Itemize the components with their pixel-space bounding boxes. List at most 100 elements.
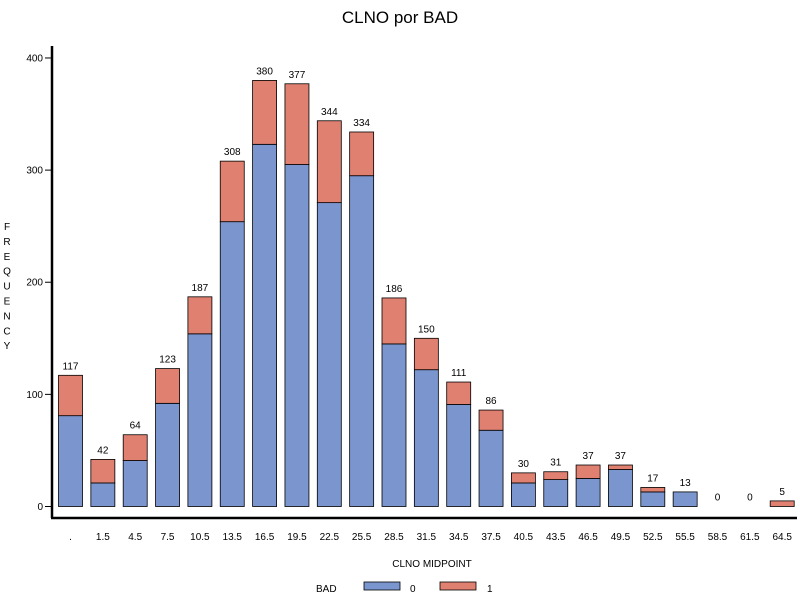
bar-total-label: 123 [159, 355, 176, 366]
bar-segment-bad-1 [413, 337, 439, 371]
bar-segment-bad-0 [478, 429, 504, 507]
y-tick-label: 300 [26, 166, 43, 177]
x-tick-label: 46.5 [578, 532, 598, 543]
bar-total-label: 17 [647, 473, 659, 484]
x-tick-label: 61.5 [740, 532, 760, 543]
bar-total-label: 5 [779, 487, 785, 498]
x-tick-label: 19.5 [287, 532, 307, 543]
x-tick-label: 64.5 [772, 532, 792, 543]
bar-total-label: 380 [256, 66, 273, 77]
bars: 117 42 64 123 187 308 380 377 344 334 186 150 111 86 3… [58, 66, 795, 507]
x-tick-label: 25.5 [352, 532, 372, 543]
bar-segment-bad-0 [672, 491, 698, 507]
bar-segment-bad-0 [575, 478, 601, 507]
bar-segment-bad-1 [284, 83, 310, 165]
y-axis-label-letter: E [4, 297, 11, 308]
x-tick-label: 40.5 [514, 532, 534, 543]
bar-segment-bad-0 [510, 482, 536, 507]
y-axis-label-letter: E [4, 252, 11, 263]
bar-total-label: 377 [289, 70, 306, 81]
y-axis-label-letter: U [3, 282, 10, 293]
x-tick-label: 13.5 [223, 532, 243, 543]
bar-segment-bad-0 [349, 175, 375, 507]
x-tick-label: 4.5 [128, 532, 142, 543]
bar-segment-bad-0 [316, 202, 342, 507]
bar-segment-bad-1 [608, 464, 633, 470]
bar-total-label: 0 [715, 493, 721, 504]
bar-total-label: 111 [451, 368, 467, 379]
x-tick-label: 1.5 [96, 532, 110, 543]
bar-segment-bad-0 [446, 404, 472, 507]
x-tick-label: 10.5 [190, 532, 210, 543]
legend-swatch [363, 581, 401, 591]
legend-entry-label: 0 [410, 584, 416, 595]
bar-total-label: 42 [97, 445, 109, 456]
y-axis-label-letter: Y [4, 341, 11, 352]
y-tick-label: 100 [26, 390, 43, 401]
bar-segment-bad-0 [284, 164, 310, 507]
x-tick-label: 34.5 [449, 532, 469, 543]
y-tick-label: 0 [37, 502, 43, 513]
legend-title: BAD [316, 584, 337, 595]
bar-total-label: 30 [518, 459, 530, 470]
bar-segment-bad-1 [58, 374, 83, 417]
bar-total-label: 31 [550, 458, 562, 469]
bar-segment-bad-0 [122, 460, 148, 507]
x-tick-label: 43.5 [546, 532, 566, 543]
bar-segment-bad-0 [543, 479, 569, 507]
x-tick-label: 28.5 [384, 532, 404, 543]
bar-total-label: 186 [386, 284, 403, 295]
bar-segment-bad-0 [608, 469, 633, 507]
bar-segment-bad-0 [381, 343, 407, 507]
legend-entry-label: 1 [487, 584, 493, 595]
x-axis-label: CLNO MIDPOINT [392, 559, 471, 570]
bar-segment-bad-0 [413, 369, 439, 507]
bar-total-label: 86 [485, 396, 497, 407]
y-tick-label: 200 [26, 278, 43, 289]
bar-total-label: 37 [615, 451, 627, 462]
bar-segment-bad-1 [446, 381, 472, 405]
chart-title: CLNO por BAD [342, 8, 458, 27]
x-tick-label: 49.5 [611, 532, 631, 543]
bar-segment-bad-1 [155, 368, 180, 404]
bar-total-label: 117 [63, 361, 79, 372]
x-tick-label: 55.5 [675, 532, 695, 543]
bar-segment-bad-1 [575, 464, 601, 479]
bar-total-label: 13 [680, 478, 692, 489]
bar-segment-bad-0 [640, 491, 666, 507]
bar-total-label: 308 [224, 147, 241, 158]
y-tick-label: 400 [26, 53, 43, 64]
bar-segment-bad-0 [187, 333, 213, 507]
bar-segment-bad-0 [219, 221, 245, 507]
y-axis-label-letter: F [4, 222, 10, 233]
bar-segment-bad-1 [219, 160, 245, 223]
legend: BAD 0 1 [316, 581, 493, 595]
bar-segment-bad-1 [381, 297, 407, 345]
x-tick-label: 58.5 [708, 532, 728, 543]
x-tick-label: 37.5 [481, 532, 501, 543]
bar-segment-bad-1 [349, 131, 375, 177]
y-axis-label-letter: Q [3, 267, 11, 278]
bar-segment-bad-1 [122, 434, 148, 461]
legend-swatch [439, 581, 477, 591]
y-axis-label-letter: N [3, 311, 10, 322]
x-tick-label: 31.5 [417, 532, 437, 543]
bar-segment-bad-1 [769, 500, 795, 507]
bar-total-label: 334 [353, 118, 370, 129]
bar-segment-bad-1 [316, 120, 342, 204]
bar-total-label: 37 [583, 451, 595, 462]
bar-total-label: 0 [747, 493, 753, 504]
bar-segment-bad-1 [478, 409, 504, 431]
bar-segment-bad-0 [90, 482, 116, 507]
x-tick-label: 22.5 [320, 532, 340, 543]
x-tick-label: 7.5 [161, 532, 175, 543]
x-axis-ticks: . 1.5 4.5 7.5 10.5 13.5 16.5 19.5 22.5 25.5 28.5 31… [69, 532, 792, 543]
bar-total-label: 64 [130, 421, 142, 432]
y-axis-label-letter: R [3, 237, 10, 248]
bar-segment-bad-1 [510, 472, 536, 484]
x-tick-label: 52.5 [643, 532, 663, 543]
bar-segment-bad-1 [187, 296, 213, 335]
bar-segment-bad-1 [640, 487, 666, 493]
